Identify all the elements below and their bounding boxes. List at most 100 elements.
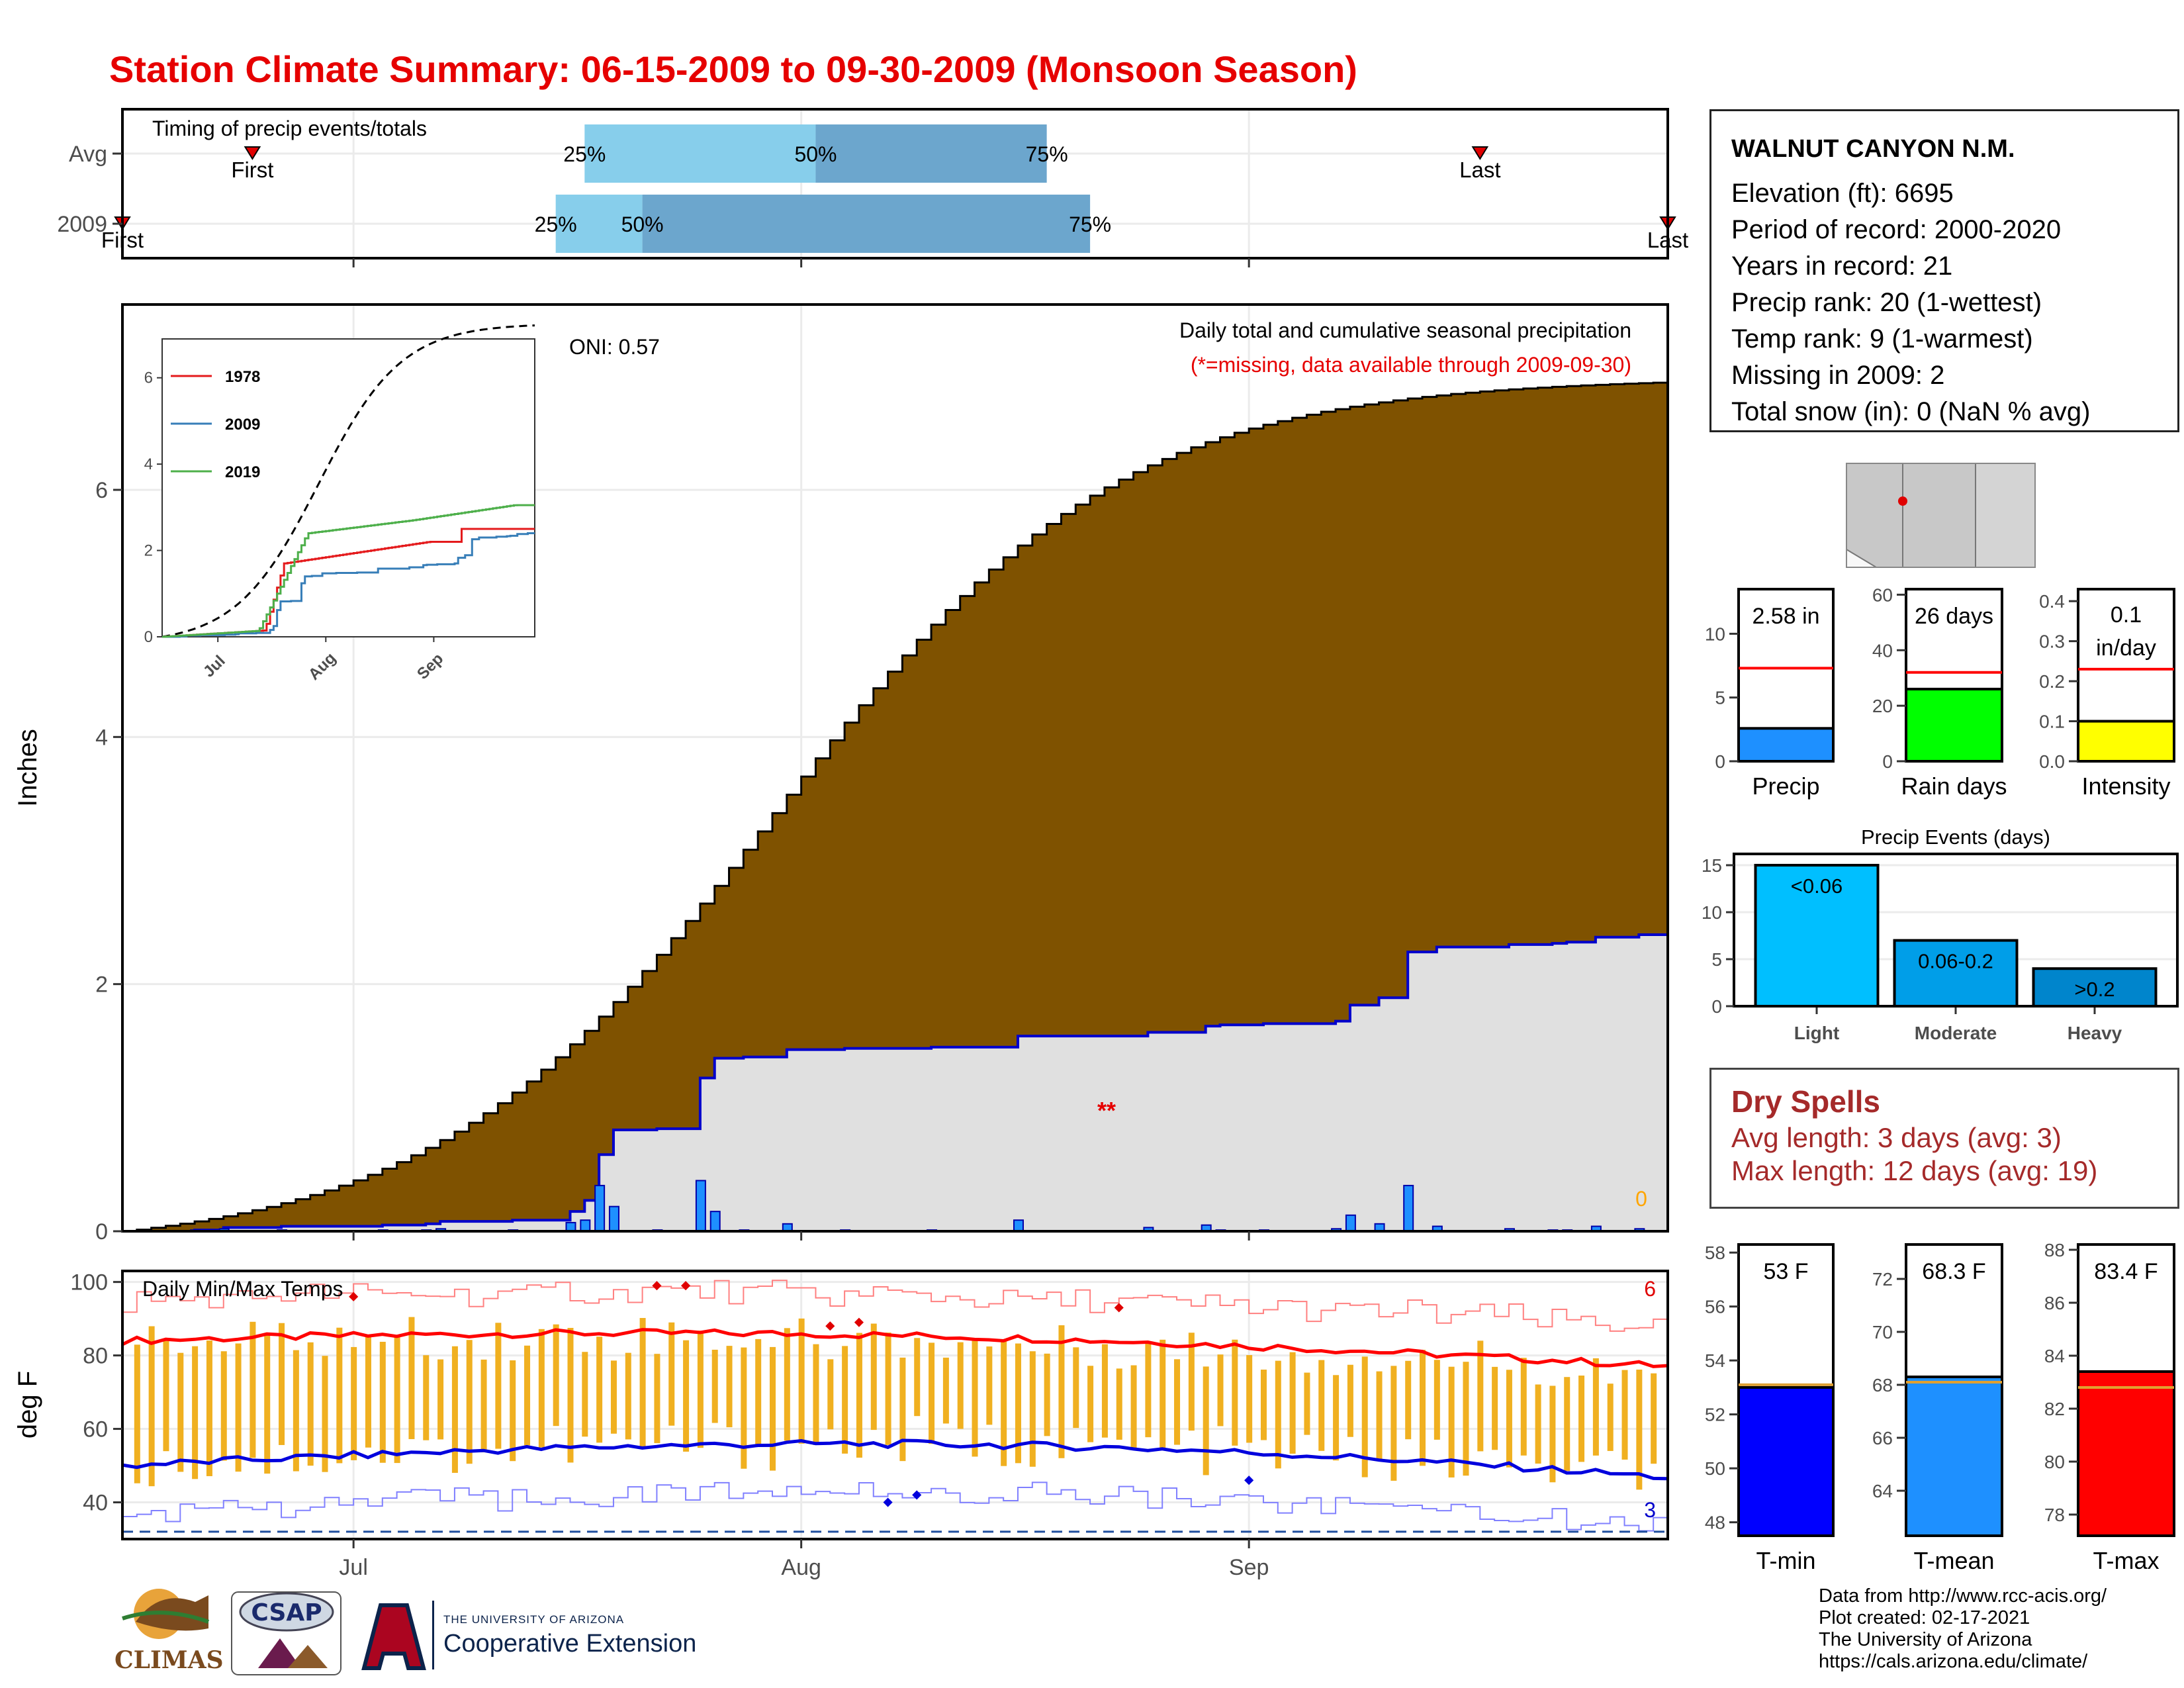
precip-value-label: 2.58 in (1752, 604, 1819, 629)
timing-percent-label: 50% (794, 142, 837, 166)
daily-temp-range-bar (929, 1342, 935, 1444)
daily-temp-range-bar (1217, 1354, 1224, 1427)
station-years: Years in record: 21 (1731, 252, 1953, 281)
station-elevation: Elevation (ft): 6695 (1731, 179, 1954, 208)
tmin-y-tick-label: 52 (1705, 1405, 1725, 1425)
temperature-chart: 40 60 80 100 Jul Aug Sep Daily Min/Max Temps 6 3 d… (13, 1270, 1669, 1580)
daily-temp-range-bar (567, 1327, 574, 1463)
daily-temp-range-bar (293, 1350, 299, 1472)
daily-temp-range-bar (1506, 1370, 1512, 1468)
intensity-value-bar (2077, 720, 2175, 763)
tmax-y-tick-label: 88 (2044, 1240, 2065, 1260)
daily-temp-range-bar (1304, 1372, 1310, 1435)
inset-legend-label: 2019 (225, 463, 260, 481)
daily-temp-range-bar (250, 1321, 256, 1458)
daily-temp-range-bar (220, 1351, 227, 1461)
intensity-y-tick-label: 0.3 (2039, 632, 2065, 652)
missing-data-marker: ** (1097, 1097, 1116, 1124)
precip-subtitle: Daily total and cumulative seasonal prec… (1179, 318, 1631, 342)
daily-temp-range-bar (1333, 1375, 1340, 1461)
precip-y-tick-label: 0 (1715, 751, 1725, 772)
temp-y-tick-label: 60 (83, 1417, 108, 1442)
credit-line-2: Plot created: 02-17-2021 (1819, 1607, 2030, 1628)
station-period: Period of record: 2000-2020 (1731, 215, 2062, 244)
tmean-summary-chart: 64 66 68 70 72 68.3 F T-mean (1872, 1243, 2003, 1574)
daily-temp-range-bar (885, 1333, 891, 1445)
inset-series-2009 (162, 532, 535, 638)
daily-temp-range-bar (1448, 1366, 1455, 1477)
map-texas (1975, 463, 2036, 568)
record-high-marker (652, 1281, 662, 1291)
temp-heading: Daily Min/Max Temps (142, 1277, 343, 1301)
climas-text: CLIMAS (114, 1646, 224, 1674)
first-event-marker (244, 146, 261, 160)
station-name: WALNUT CANYON N.M. (1731, 135, 2015, 163)
tmax-value-label: 83.4 F (2094, 1259, 2158, 1284)
tmax-summary-chart: 78 80 82 84 86 88 83.4 F T-max (2044, 1240, 2175, 1574)
tmax-y-tick-label: 82 (2044, 1399, 2065, 1419)
daily-temp-range-bar (1405, 1360, 1412, 1440)
tmax-axis-label: T-max (2093, 1547, 2159, 1574)
snow-total-label: 0 (1635, 1187, 1647, 1211)
credit-line-3: The University of Arizona (1819, 1629, 2032, 1650)
precip-axis-label: Precip (1752, 773, 1819, 800)
daily-temp-range-bar (1188, 1333, 1195, 1431)
avg-cumulative-precip-area (122, 381, 1669, 1233)
daily-temp-range-bar (1492, 1366, 1498, 1450)
timing-percent-label: 75% (1026, 142, 1068, 166)
daily-temp-range-bar (148, 1326, 155, 1487)
rain-days-y-tick-label: 20 (1872, 696, 1893, 716)
daily-temp-range-bar (1376, 1371, 1383, 1460)
record-high-marker (1114, 1303, 1124, 1313)
precip-frame (121, 303, 1669, 1233)
timing-quartile-bar-high (815, 124, 1047, 183)
temp-y-tick-label: 100 (70, 1270, 108, 1295)
daily-temp-range-bar (770, 1346, 776, 1471)
inset-y-tick-label: 4 (144, 455, 153, 473)
cumulative-precip-2009-line (122, 933, 1668, 1233)
daily-temp-range-bar (942, 1357, 949, 1424)
daily-temp-range-bar (351, 1346, 357, 1460)
daily-temp-range-bar (437, 1359, 444, 1440)
daily-temp-range-bar (1044, 1353, 1050, 1436)
daily-temp-range-bar (1607, 1383, 1614, 1451)
daily-temp-range-bar (1160, 1339, 1166, 1449)
intensity-y-tick-label: 0.2 (2039, 671, 2065, 692)
events-category-label: Light (1794, 1023, 1839, 1043)
record-high-marker (825, 1321, 835, 1331)
daily-temp-range-bar (784, 1328, 790, 1441)
daily-temp-range-bar (553, 1324, 559, 1427)
page-title: Station Climate Summary: 06-15-2009 to 0… (109, 48, 1357, 90)
station-temp-rank: Temp rank: 9 (1-warmest) (1731, 324, 2033, 353)
cumulative-precip-2009-area (122, 935, 1668, 1231)
daily-temp-range-bar (741, 1347, 747, 1469)
daily-temp-range-bar (423, 1355, 430, 1440)
daily-temp-range-bar (336, 1327, 343, 1464)
daily-temp-range-bar (639, 1318, 646, 1449)
events-y-tick-label: 10 (1702, 902, 1722, 923)
intensity-value-label: 0.1 (2111, 602, 2142, 628)
station-missing: Missing in 2009: 2 (1731, 361, 1945, 390)
daily-temp-range-bar (726, 1346, 733, 1428)
daily-precip-bar (580, 1219, 591, 1232)
intensity-axis-label: Intensity (2081, 773, 2170, 800)
daily-temp-range-bar (1073, 1347, 1079, 1429)
daily-temp-range-bar (899, 1357, 906, 1462)
daily-temp-range-bar (957, 1342, 964, 1429)
daily-temp-range-bar (538, 1329, 545, 1448)
daily-precip-bar (1345, 1214, 1356, 1232)
intensity-y-tick-label: 0.4 (2039, 591, 2065, 612)
tmin-y-tick-label: 48 (1705, 1513, 1725, 1533)
daily-temp-range-bar (1001, 1339, 1007, 1466)
events-frame (1733, 853, 2179, 1008)
map-frame (1846, 463, 2036, 568)
daily-temp-range-bar (1087, 1366, 1094, 1442)
credit-line-1: Data from http://www.rcc-acis.org/ (1819, 1585, 2107, 1607)
daily-temp-range-bar (1549, 1385, 1556, 1483)
inset-y-tick-label: 6 (144, 369, 153, 387)
daily-temp-range-bar (610, 1360, 617, 1434)
daily-temp-range-bar (451, 1346, 458, 1473)
daily-temp-range-bar (510, 1360, 516, 1462)
temp-x-tick-label: Sep (1229, 1555, 1269, 1580)
